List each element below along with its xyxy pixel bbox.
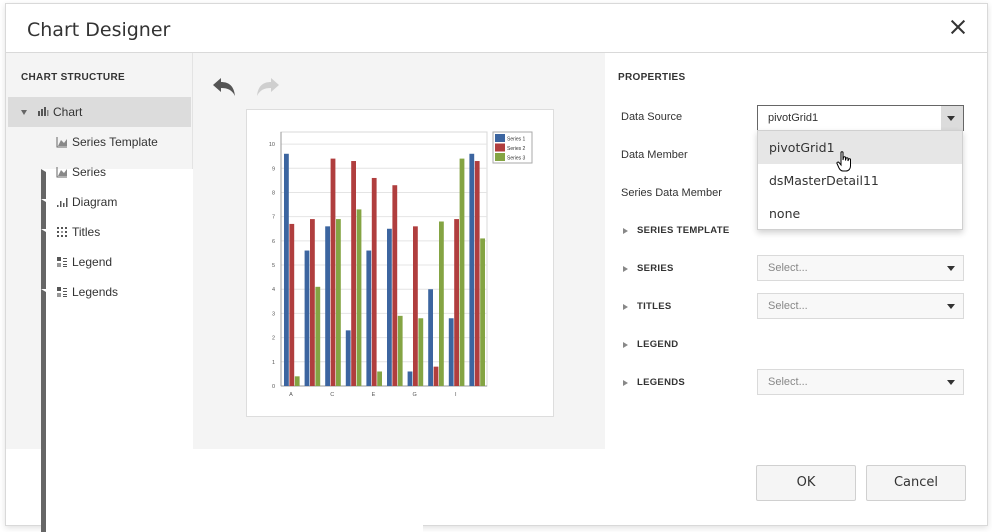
svg-text:E: E bbox=[372, 392, 376, 398]
select-placeholder: Select... bbox=[768, 262, 808, 274]
chart-structure-heading: CHART STRUCTURE bbox=[21, 72, 125, 83]
svg-text:3: 3 bbox=[272, 311, 275, 317]
chevron-down-icon bbox=[947, 116, 955, 121]
expand-arrow-icon bbox=[623, 341, 628, 348]
data-source-dropdown: pivotGrid1 dsMasterDetail11 none bbox=[757, 130, 963, 230]
titles-icon bbox=[57, 227, 67, 237]
hand-cursor-icon bbox=[836, 151, 851, 172]
tree-label: Series Template bbox=[72, 135, 158, 149]
svg-text:5: 5 bbox=[272, 263, 275, 269]
chart-designer-dialog: Chart Designer CHART STRUCTURE Chart Ser… bbox=[5, 3, 988, 532]
bar-chart: 0 1 2 3 4 5 6 7 8 9 10 A C E G I Series 1 Series 2 Series … bbox=[269, 131, 533, 398]
svg-text:Series 2: Series 2 bbox=[507, 146, 526, 152]
tree-label: Legend bbox=[72, 255, 113, 269]
tree-item-series-template[interactable]: Series Template bbox=[8, 127, 191, 157]
chart-preview-panel: 0 1 2 3 4 5 6 7 8 9 10 A C E G I Series 1 Series 2 Series … bbox=[193, 53, 605, 449]
select-placeholder: Select... bbox=[768, 300, 808, 312]
tree-label: Chart bbox=[53, 105, 83, 119]
structure-tree: Chart Series Template Series bbox=[8, 97, 423, 532]
section-label: TITLES bbox=[637, 301, 672, 312]
chart-preview[interactable]: 0 1 2 3 4 5 6 7 8 9 10 A C E G I Series 1 Series 2 Series … bbox=[246, 109, 554, 417]
svg-text:2: 2 bbox=[272, 336, 275, 342]
tree-label: Series bbox=[72, 165, 107, 179]
chevron-down-icon bbox=[947, 380, 955, 385]
titles-select[interactable]: Select... bbox=[757, 293, 964, 319]
section-label: SERIES bbox=[637, 263, 674, 274]
tree-label: Titles bbox=[72, 225, 101, 239]
close-icon[interactable] bbox=[949, 18, 967, 36]
section-legend[interactable]: LEGEND bbox=[623, 339, 678, 350]
tree-item-chart[interactable]: Chart bbox=[8, 97, 191, 127]
series-icon bbox=[56, 167, 67, 178]
legend-icon bbox=[57, 257, 67, 267]
expand-arrow-icon bbox=[623, 265, 628, 272]
svg-text:I: I bbox=[455, 392, 457, 398]
series-select[interactable]: Select... bbox=[757, 255, 964, 281]
tree-item-legends[interactable]: Legends bbox=[8, 277, 423, 532]
svg-text:7: 7 bbox=[272, 215, 275, 221]
expand-arrow-icon bbox=[623, 227, 628, 234]
svg-text:1: 1 bbox=[272, 360, 275, 366]
expand-arrow-icon[interactable] bbox=[21, 110, 27, 115]
svg-text:6: 6 bbox=[272, 239, 275, 245]
chevron-down-icon bbox=[947, 266, 955, 271]
section-series-template[interactable]: SERIES TEMPLATE bbox=[623, 225, 729, 236]
series-data-member-label: Series Data Member bbox=[621, 187, 722, 199]
svg-text:Series 1: Series 1 bbox=[507, 137, 526, 143]
diagram-icon bbox=[57, 198, 68, 207]
tree-label: Diagram bbox=[72, 195, 118, 209]
section-label: LEGEND bbox=[637, 339, 679, 350]
svg-text:10: 10 bbox=[269, 142, 275, 148]
svg-text:A: A bbox=[289, 392, 293, 398]
dialog-title: Chart Designer bbox=[27, 19, 171, 41]
select-placeholder: Select... bbox=[768, 376, 808, 388]
dialog-header: Chart Designer bbox=[6, 4, 987, 53]
dropdown-option-pivotgrid1[interactable]: pivotGrid1 bbox=[758, 131, 962, 164]
tree-item-diagram[interactable]: Diagram bbox=[8, 187, 423, 532]
svg-text:G: G bbox=[412, 392, 416, 398]
ok-button[interactable]: OK bbox=[756, 465, 856, 501]
chevron-down-icon bbox=[947, 304, 955, 309]
data-source-select[interactable]: pivotGrid1 bbox=[757, 105, 964, 131]
data-source-value: pivotGrid1 bbox=[768, 112, 819, 124]
svg-text:8: 8 bbox=[272, 190, 275, 196]
dropdown-option-dsmasterdetail11[interactable]: dsMasterDetail11 bbox=[769, 173, 879, 188]
chart-structure-panel: CHART STRUCTURE Chart Series Template bbox=[6, 53, 423, 532]
tree-item-legend[interactable]: Legend bbox=[8, 247, 191, 277]
section-legends[interactable]: LEGENDS bbox=[623, 377, 685, 388]
properties-heading: PROPERTIES bbox=[618, 72, 686, 83]
section-label: SERIES TEMPLATE bbox=[637, 225, 730, 236]
tree-item-titles[interactable]: Titles bbox=[8, 217, 423, 532]
undo-icon[interactable] bbox=[211, 75, 239, 99]
properties-panel: PROPERTIES Data Source pivotGrid1 Data M… bbox=[605, 53, 987, 449]
svg-text:Series 3: Series 3 bbox=[507, 156, 526, 162]
tree-item-series[interactable]: Series bbox=[8, 157, 423, 532]
tree-label: Legends bbox=[72, 285, 119, 299]
section-label: LEGENDS bbox=[637, 377, 686, 388]
redo-icon[interactable] bbox=[253, 75, 281, 99]
svg-text:0: 0 bbox=[272, 384, 275, 390]
expand-arrow-icon bbox=[623, 303, 628, 310]
expand-arrow-icon bbox=[623, 379, 628, 386]
dropdown-option-none[interactable]: none bbox=[769, 206, 801, 221]
legends-select[interactable]: Select... bbox=[757, 369, 964, 395]
svg-text:4: 4 bbox=[272, 287, 275, 293]
cancel-button[interactable]: Cancel bbox=[866, 465, 966, 501]
svg-text:9: 9 bbox=[272, 166, 275, 172]
legend-icon bbox=[57, 287, 67, 297]
data-source-label: Data Source bbox=[621, 111, 683, 123]
section-titles[interactable]: TITLES bbox=[623, 301, 672, 312]
data-member-label: Data Member bbox=[621, 149, 688, 161]
series-icon bbox=[56, 137, 67, 148]
chart-icon bbox=[38, 107, 49, 116]
svg-text:C: C bbox=[330, 392, 334, 398]
section-series[interactable]: SERIES bbox=[623, 263, 674, 274]
